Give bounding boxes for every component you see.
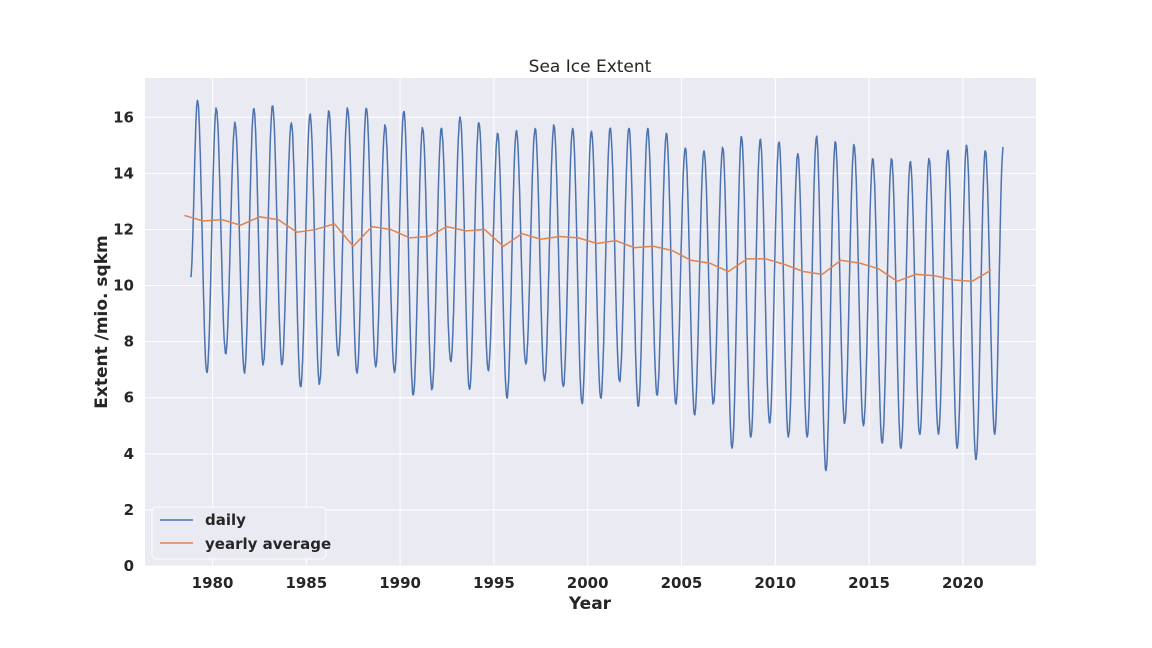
y-tick-label: 0 <box>124 557 134 575</box>
y-tick-label: 4 <box>124 445 134 463</box>
x-tick-label: 1980 <box>192 574 234 592</box>
y-tick-label: 16 <box>113 108 134 126</box>
x-tick-label: 1990 <box>379 574 421 592</box>
chart-title: Sea Ice Extent <box>529 57 652 77</box>
legend-label-daily: daily <box>205 511 246 529</box>
legend-box <box>151 506 327 560</box>
x-tick-label: 2000 <box>567 574 609 592</box>
x-axis-title: Year <box>568 594 612 614</box>
x-tick-label: 2015 <box>848 574 890 592</box>
x-tick-label: 2020 <box>942 574 984 592</box>
series-layer <box>184 99 1004 472</box>
legend: daily yearly average <box>151 506 331 560</box>
x-tick-labels: 1980 1985 1990 1995 2000 2005 2010 2015 2020 <box>192 574 984 592</box>
y-tick-label: 2 <box>124 501 134 519</box>
x-tick-label: 2005 <box>661 574 703 592</box>
x-tick-label: 2010 <box>754 574 796 592</box>
y-tick-label: 14 <box>113 164 134 182</box>
x-tick-label: 1985 <box>285 574 327 592</box>
y-tick-label: 10 <box>113 277 134 295</box>
plot-background <box>145 78 1036 566</box>
series-line-daily <box>189 99 1004 472</box>
y-tick-labels: 0 2 4 6 8 10 12 14 16 <box>113 108 134 575</box>
y-axis-title: Extent /mio. sqkm <box>92 235 112 409</box>
legend-label-yearly: yearly average <box>205 535 331 553</box>
y-tick-label: 12 <box>113 220 134 238</box>
series-line-yearly-average <box>184 214 992 283</box>
x-tick-label: 1995 <box>473 574 515 592</box>
y-tick-label: 8 <box>124 333 134 351</box>
x-gridlines <box>212 78 964 566</box>
y-tick-label: 6 <box>124 389 134 407</box>
